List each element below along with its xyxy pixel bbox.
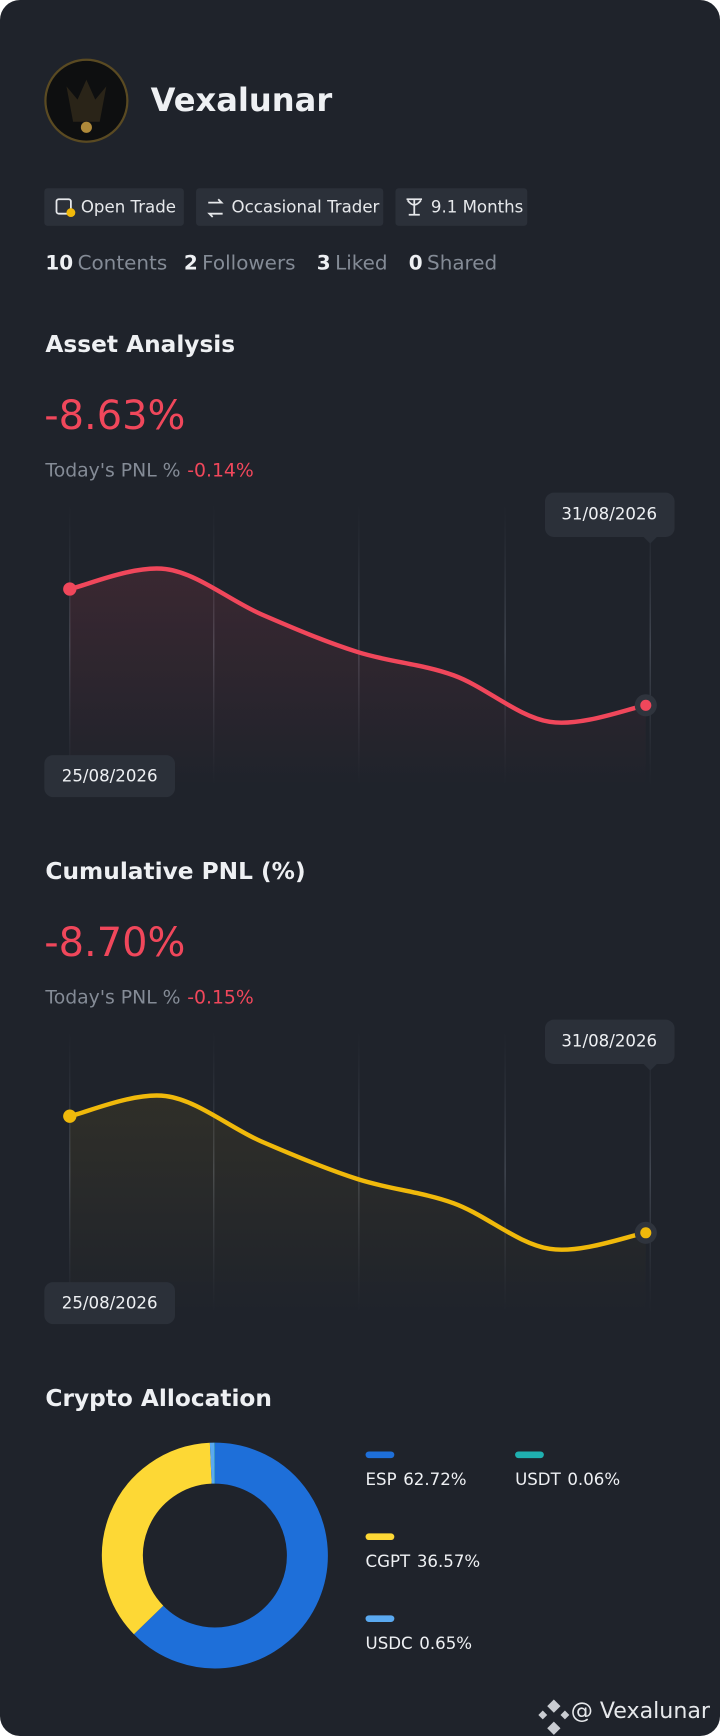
today-label: Today's PNL % <box>44 987 180 1008</box>
user-name: Vexalunar <box>151 81 333 119</box>
stat-label: Contents <box>78 251 168 274</box>
today-value: -0.14% <box>187 460 254 481</box>
legend-swatch <box>365 1451 395 1459</box>
area <box>69 1095 646 1314</box>
end-date: 31/08/2026 <box>561 504 657 523</box>
stat-label: Shared <box>427 251 497 274</box>
grid-line <box>504 503 506 787</box>
grid-line <box>358 1030 360 1314</box>
avatar-art <box>80 121 92 133</box>
tag-icon <box>66 208 76 217</box>
today-value: -0.15% <box>187 987 254 1008</box>
stat: 10 Contents <box>45 251 167 274</box>
stat: 0 Shared <box>409 251 497 274</box>
stat: 3 Liked <box>317 251 388 274</box>
headline-value: -8.63% <box>44 393 185 439</box>
start-point <box>63 1109 77 1123</box>
legend-swatch <box>365 1533 395 1541</box>
tooltip <box>544 492 675 537</box>
end-point <box>640 699 652 711</box>
legend-label: ESP <box>366 1470 397 1489</box>
watermark: @ Vexalunar <box>571 1698 711 1724</box>
grid-line <box>649 1030 651 1314</box>
donut-slice <box>133 1442 328 1669</box>
tooltip-pointer <box>643 536 657 544</box>
legend-value: 0.06% <box>567 1470 620 1489</box>
today-pnl: Today's PNL % -0.14% <box>44 460 253 481</box>
avatar-art <box>66 79 107 122</box>
tag-icon <box>55 198 72 215</box>
stat-label: Liked <box>335 251 387 274</box>
area <box>69 568 646 787</box>
grid-line <box>649 503 651 787</box>
start-date: 25/08/2026 <box>62 1294 158 1313</box>
legend-label: USDT <box>515 1470 562 1489</box>
end-point <box>640 1227 652 1239</box>
tag <box>395 188 528 226</box>
tag-label: 9.1 Months <box>431 198 523 217</box>
tag-label: Open Trade <box>81 198 176 217</box>
stat: 2 Followers <box>184 251 296 274</box>
tag-icon <box>406 198 423 216</box>
legend-item: CGPT 36.57% <box>366 1552 481 1571</box>
legend-label: USDC <box>366 1634 413 1653</box>
grid-line <box>358 503 360 787</box>
start-point <box>63 582 77 596</box>
tag <box>44 188 184 226</box>
tag <box>196 188 384 226</box>
donut-slice <box>101 1442 213 1635</box>
legend-value: 36.57% <box>417 1552 480 1571</box>
tooltip-pointer <box>643 1063 657 1071</box>
legend-item: USDT 0.06% <box>515 1470 620 1489</box>
start-date: 25/08/2026 <box>62 767 158 786</box>
legend-label: CGPT <box>366 1552 411 1571</box>
grid-line <box>504 1030 506 1314</box>
stat-label: Followers <box>202 251 295 274</box>
tag-icon <box>207 198 224 218</box>
stat-count: 2 <box>184 251 198 274</box>
today-pnl: Today's PNL % -0.15% <box>44 987 253 1008</box>
section-title: Cumulative PNL (%) <box>45 858 305 885</box>
headline-value: -8.70% <box>44 920 185 966</box>
today-label: Today's PNL % <box>44 460 180 481</box>
section-title: Crypto Allocation <box>45 1385 272 1412</box>
stat-count: 3 <box>317 251 331 274</box>
stat-count: 10 <box>45 251 73 274</box>
tooltip <box>44 1282 176 1325</box>
stat-count: 0 <box>409 251 423 274</box>
legend-item: USDC 0.65% <box>366 1634 473 1653</box>
legend-value: 62.72% <box>403 1470 466 1489</box>
tooltip <box>544 1019 675 1064</box>
legend-swatch <box>515 1451 544 1459</box>
end-date: 31/08/2026 <box>561 1031 657 1050</box>
legend-item: ESP 62.72% <box>366 1470 467 1489</box>
line <box>67 1093 649 1252</box>
section-title: Asset Analysis <box>45 331 235 358</box>
legend-value: 0.65% <box>419 1634 472 1653</box>
logo <box>538 1699 570 1735</box>
legend-swatch <box>365 1615 395 1622</box>
tooltip <box>44 755 176 798</box>
line <box>67 566 649 725</box>
tag-label: Occasional Trader <box>232 198 380 217</box>
